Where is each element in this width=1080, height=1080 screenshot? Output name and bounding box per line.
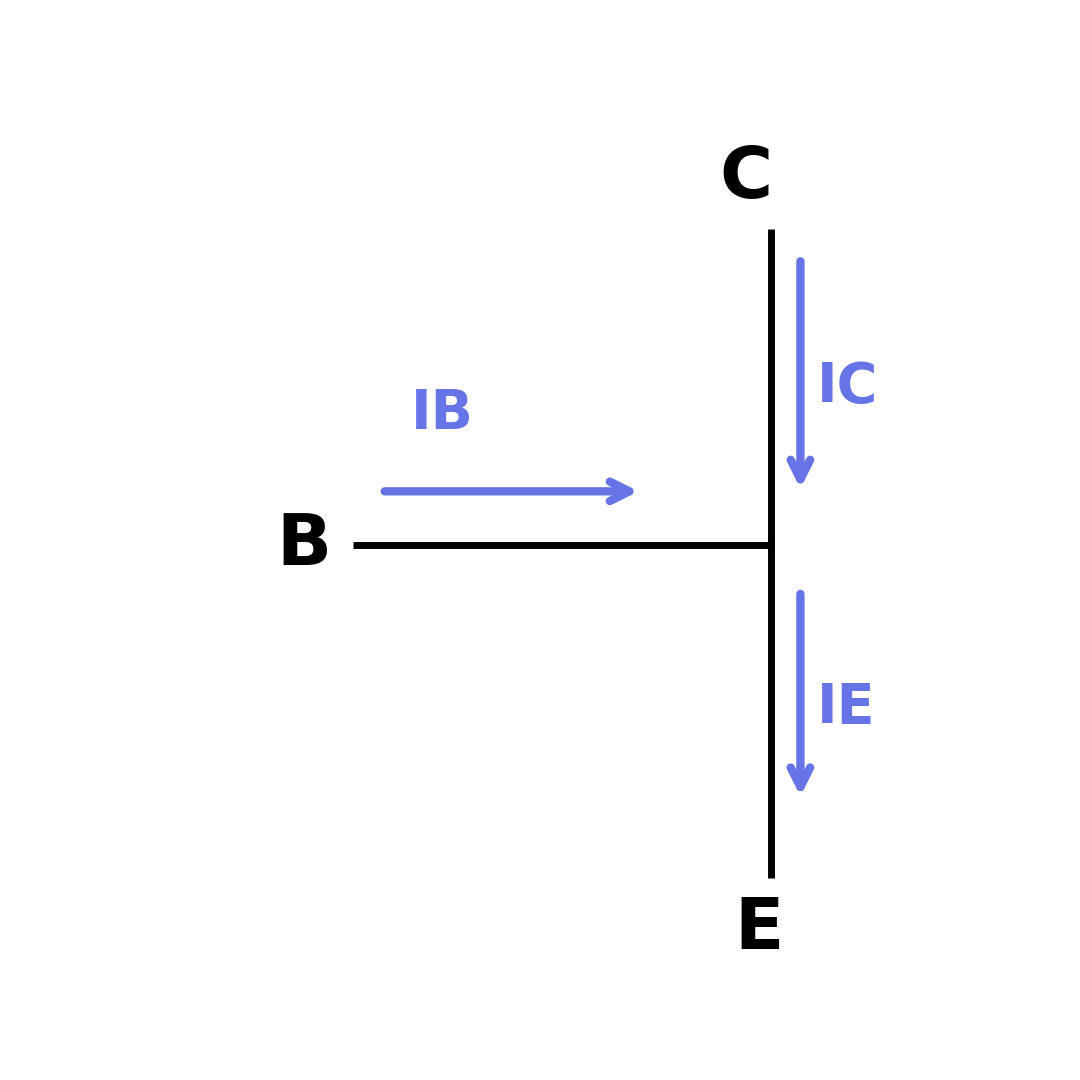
Text: B: B (276, 511, 332, 580)
Text: IC: IC (818, 361, 878, 415)
Text: IB: IB (411, 388, 474, 442)
Text: C: C (719, 144, 772, 213)
Text: IE: IE (818, 680, 876, 734)
Text: E: E (734, 894, 783, 963)
